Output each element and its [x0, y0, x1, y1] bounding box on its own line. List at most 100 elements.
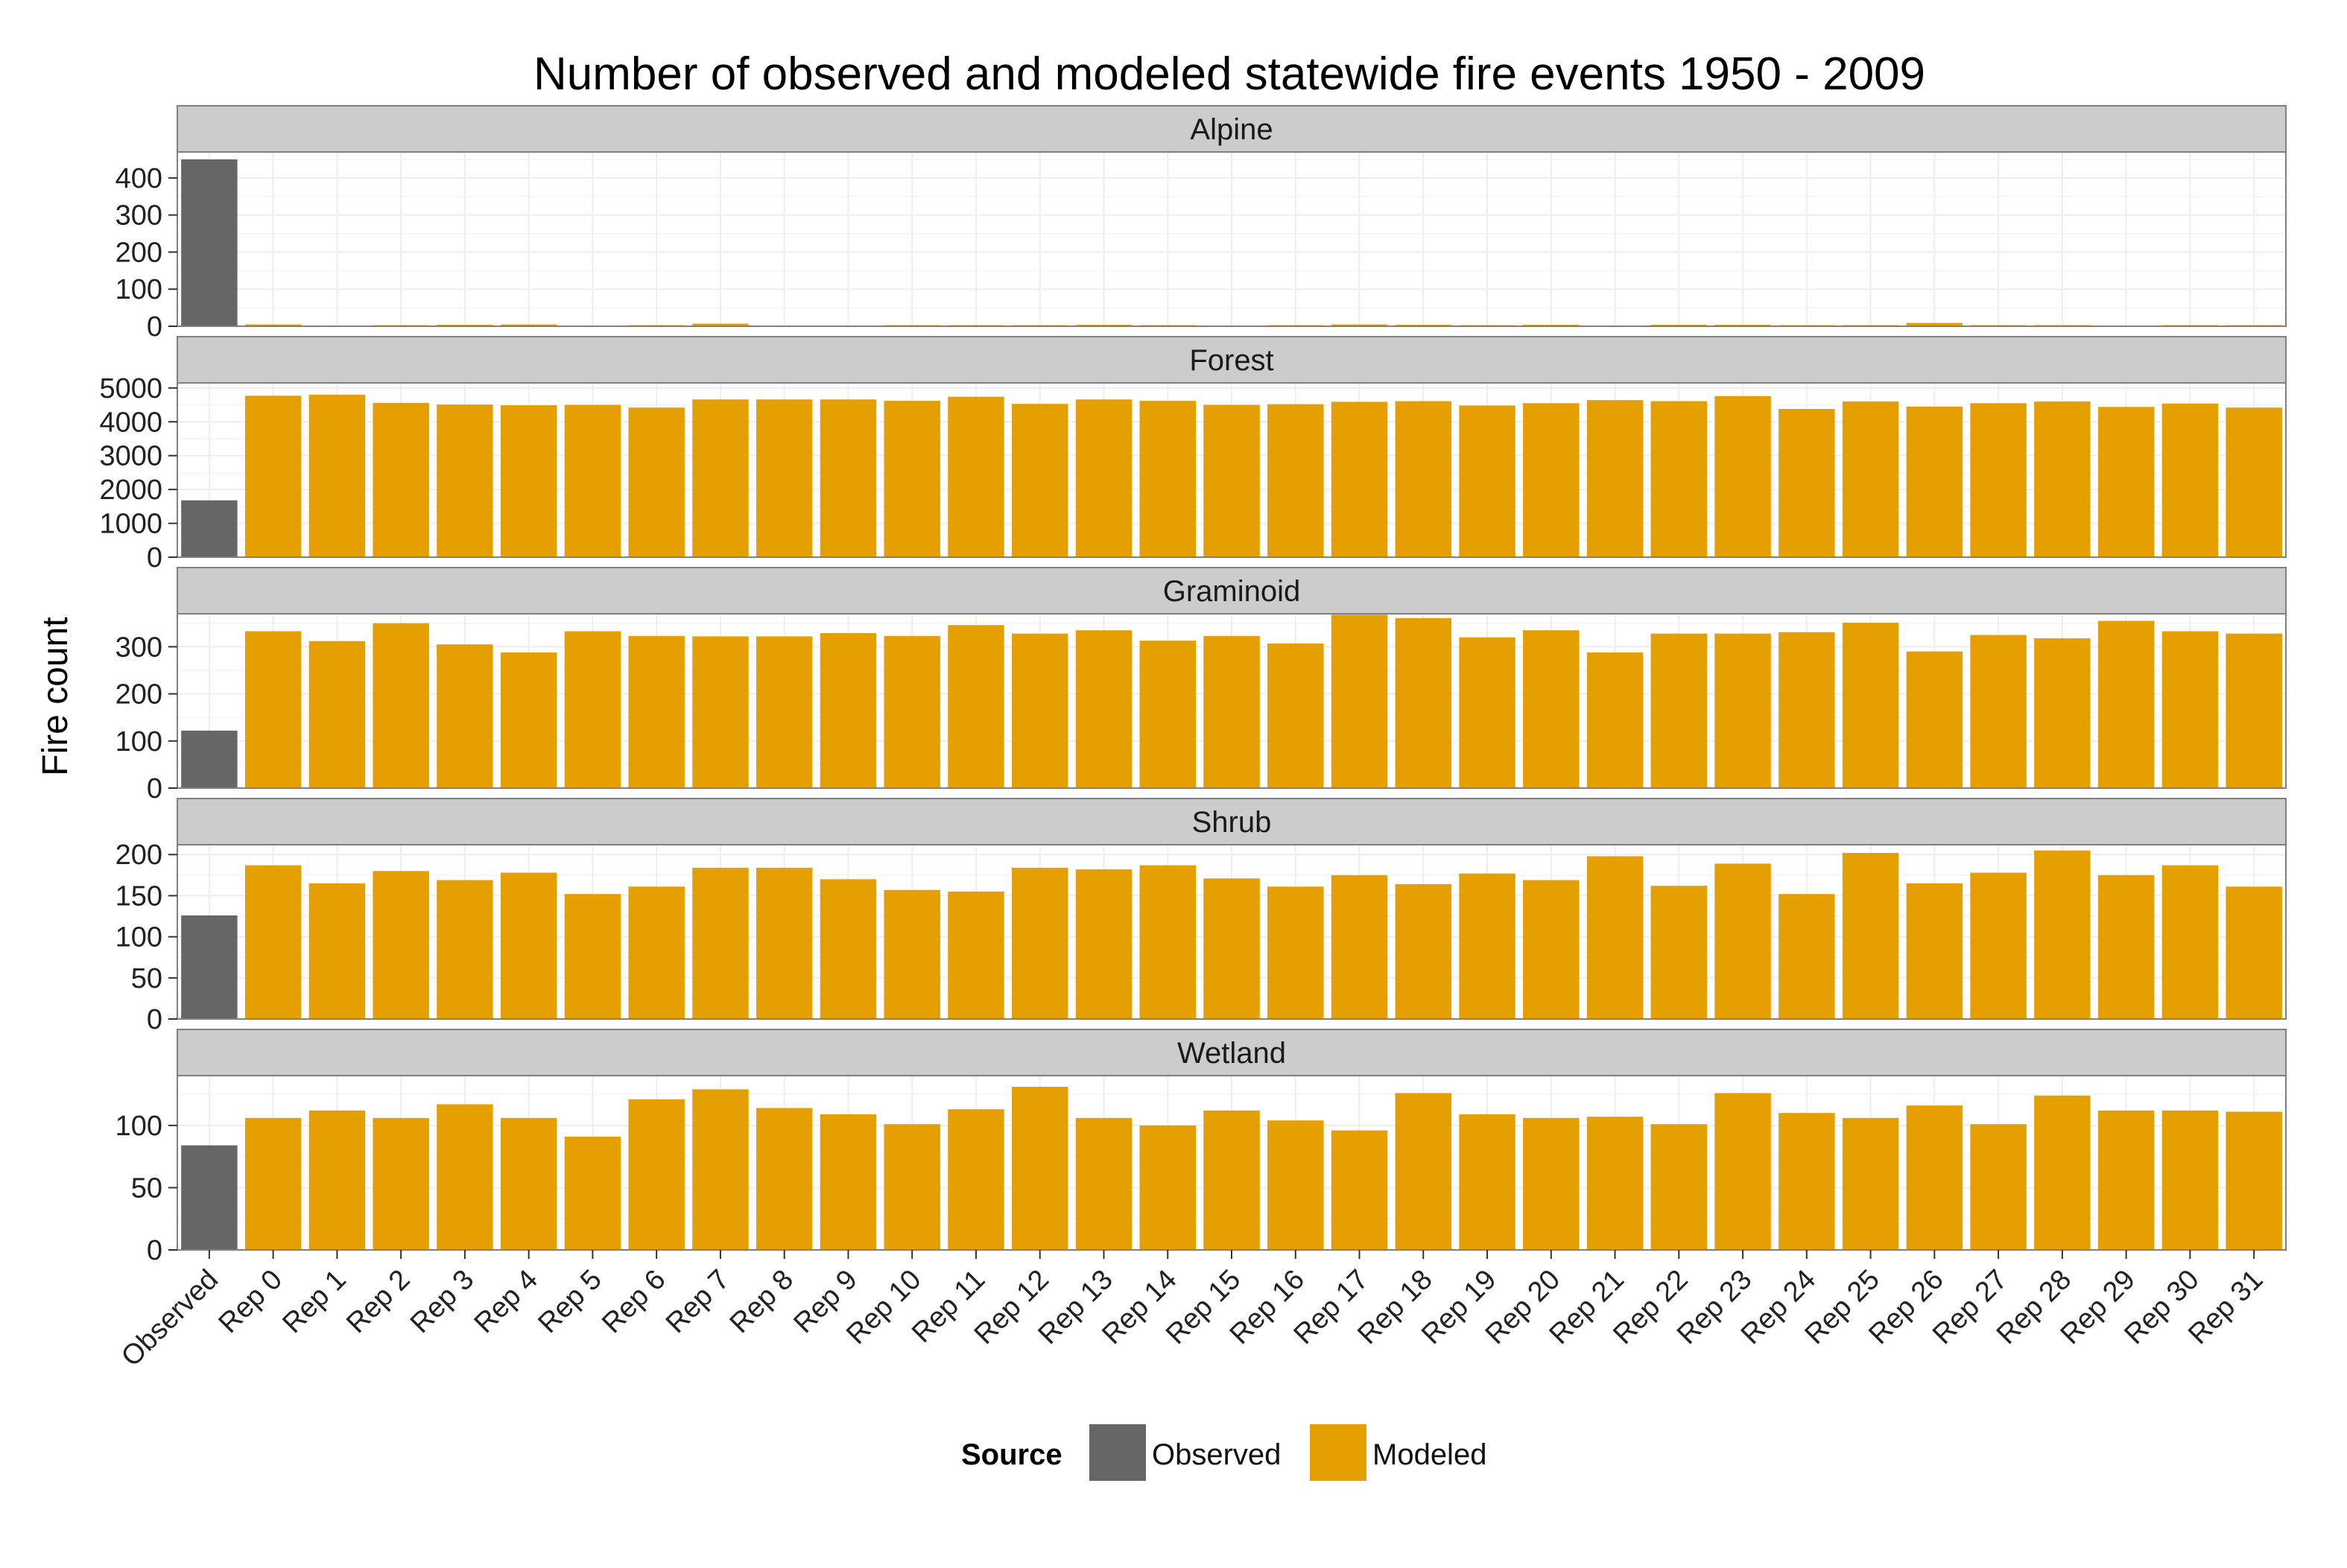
bar-shrub-rep-17 [1331, 875, 1387, 1019]
bar-graminoid-rep-25 [1843, 623, 1898, 788]
bar-graminoid-rep-5 [565, 631, 621, 788]
bar-wetland-rep-4 [501, 1118, 557, 1250]
bar-graminoid-rep-28 [2034, 638, 2090, 788]
bar-shrub-rep-4 [501, 873, 557, 1019]
chart-title: Number of observed and modeled statewide… [533, 48, 1925, 100]
bar-graminoid-rep-12 [1012, 634, 1068, 788]
bar-forest-rep-15 [1203, 405, 1259, 557]
y-tick-label: 100 [115, 1111, 162, 1142]
bar-graminoid-rep-2 [373, 623, 428, 788]
bar-graminoid-rep-30 [2162, 631, 2218, 788]
y-tick-label: 300 [115, 200, 162, 232]
bar-forest-rep-27 [1970, 403, 2026, 557]
bar-shrub-observed [181, 915, 237, 1019]
bar-shrub-rep-13 [1076, 869, 1132, 1019]
bar-wetland-rep-16 [1267, 1120, 1323, 1250]
bar-graminoid-rep-24 [1779, 632, 1834, 788]
facet-strip-label: Alpine [1190, 113, 1273, 146]
bar-forest-rep-0 [245, 396, 301, 557]
bar-wetland-rep-11 [948, 1109, 1004, 1250]
bar-shrub-rep-18 [1396, 884, 1451, 1019]
bar-wetland-rep-2 [373, 1118, 428, 1250]
x-tick-label: Rep 6 [596, 1264, 671, 1339]
bar-forest-rep-10 [884, 401, 940, 557]
bar-wetland-rep-23 [1714, 1093, 1770, 1250]
x-tick-label: Rep 1 [276, 1264, 352, 1339]
x-tick-label: Rep 7 [660, 1264, 735, 1339]
bar-shrub-rep-5 [565, 894, 621, 1019]
bar-shrub-rep-22 [1651, 886, 1707, 1019]
bar-forest-rep-21 [1587, 400, 1643, 557]
bar-wetland-rep-31 [2226, 1111, 2281, 1250]
bar-forest-rep-3 [437, 404, 492, 557]
bar-shrub-rep-29 [2098, 875, 2154, 1019]
bar-shrub-rep-16 [1267, 886, 1323, 1019]
y-tick-label: 100 [115, 274, 162, 305]
bar-shrub-rep-31 [2226, 886, 2281, 1019]
bar-wetland-rep-21 [1587, 1117, 1643, 1250]
legend-label-modeled: Modeled [1372, 1438, 1486, 1471]
bar-graminoid-rep-17 [1331, 615, 1387, 788]
bar-graminoid-rep-0 [245, 631, 301, 788]
y-axis-title: Fire count [36, 617, 75, 775]
y-tick-label: 0 [147, 773, 162, 804]
bar-shrub-rep-24 [1779, 894, 1834, 1019]
y-tick-label: 0 [147, 1235, 162, 1266]
bar-forest-rep-26 [1907, 407, 1963, 557]
bar-alpine-observed [181, 159, 237, 326]
y-tick-label: 0 [147, 311, 162, 343]
bar-shrub-rep-10 [884, 890, 940, 1019]
bar-forest-rep-13 [1076, 399, 1132, 557]
bar-shrub-rep-1 [309, 883, 365, 1019]
x-tick-label: Rep 8 [724, 1264, 799, 1339]
bar-wetland-rep-26 [1907, 1105, 1963, 1250]
bar-graminoid-rep-31 [2226, 634, 2281, 788]
bar-forest-rep-11 [948, 397, 1004, 557]
bar-shrub-rep-26 [1907, 883, 1963, 1019]
bar-wetland-rep-8 [756, 1108, 812, 1250]
bar-graminoid-rep-6 [628, 636, 684, 788]
bar-forest-rep-23 [1714, 396, 1770, 557]
bar-graminoid-rep-4 [501, 653, 557, 788]
facet-strip-label: Graminoid [1163, 575, 1301, 608]
bar-wetland-rep-7 [692, 1089, 748, 1250]
bar-forest-rep-2 [373, 403, 428, 557]
bar-forest-rep-18 [1396, 401, 1451, 557]
legend-swatch-observed [1089, 1424, 1146, 1481]
bar-forest-rep-22 [1651, 401, 1707, 557]
bar-forest-rep-30 [2162, 404, 2218, 557]
bar-graminoid-rep-23 [1714, 634, 1770, 788]
bar-wetland-rep-15 [1203, 1111, 1259, 1250]
x-tick-label: Observed [115, 1264, 224, 1373]
legend-title: Source [961, 1438, 1062, 1471]
bar-wetland-rep-1 [309, 1111, 365, 1250]
y-tick-label: 0 [147, 1004, 162, 1035]
bar-shrub-rep-27 [1970, 873, 2026, 1019]
bar-forest-rep-20 [1523, 403, 1579, 557]
bar-graminoid-rep-22 [1651, 634, 1707, 788]
bar-graminoid-rep-26 [1907, 652, 1963, 788]
bar-forest-rep-5 [565, 405, 621, 557]
bar-forest-rep-19 [1459, 405, 1515, 557]
bar-shrub-rep-25 [1843, 853, 1898, 1019]
legend-swatch-modeled [1310, 1424, 1366, 1481]
bar-shrub-rep-15 [1203, 878, 1259, 1019]
bar-graminoid-rep-14 [1140, 641, 1196, 788]
bar-shrub-rep-21 [1587, 856, 1643, 1019]
bar-wetland-rep-18 [1396, 1093, 1451, 1250]
bar-shrub-rep-20 [1523, 880, 1579, 1019]
bar-forest-rep-24 [1779, 409, 1834, 557]
bar-wetland-rep-30 [2162, 1111, 2218, 1250]
bar-shrub-rep-8 [756, 868, 812, 1019]
y-tick-label: 5000 [99, 373, 162, 404]
bar-forest-rep-29 [2098, 407, 2154, 557]
bar-wetland-rep-19 [1459, 1114, 1515, 1250]
bar-shrub-rep-7 [692, 868, 748, 1019]
bar-wetland-rep-0 [245, 1118, 301, 1250]
bar-wetland-rep-27 [1970, 1124, 2026, 1250]
bar-shrub-rep-2 [373, 871, 428, 1019]
